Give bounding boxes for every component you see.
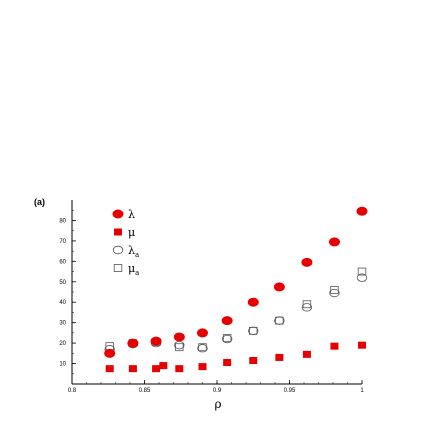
data-point [222, 334, 232, 342]
legend-subscript: a [135, 269, 139, 277]
legend-label: λ [128, 208, 135, 221]
data-point [248, 326, 259, 336]
legend-label: λa [128, 244, 139, 259]
x-tick-label: 0.8 [68, 388, 77, 394]
data-point [249, 356, 258, 364]
y-tick-label: 40 [59, 300, 66, 306]
data-point [198, 363, 207, 371]
panel-label: (a) [34, 197, 45, 207]
axes [71, 200, 362, 385]
data-point [301, 257, 313, 267]
y-tick-label: 80 [59, 218, 66, 224]
legend-label: μa [128, 262, 139, 277]
y-tick-label: 20 [59, 341, 66, 347]
legend-subscript: a [135, 251, 139, 259]
data-point [175, 343, 184, 352]
legend-marker [112, 209, 124, 219]
y-tick-label: 60 [59, 259, 66, 265]
data-point [356, 273, 368, 282]
data-point [128, 365, 137, 373]
data-point [358, 341, 366, 349]
data-point [175, 365, 184, 373]
y-tick-label: 70 [59, 239, 66, 245]
data-point [301, 303, 313, 312]
legend: λμ λa μa [112, 208, 139, 277]
legend-marker [114, 228, 122, 236]
data-point [197, 344, 208, 353]
series-3 [105, 267, 367, 352]
data-point [329, 288, 340, 298]
series-2 [104, 273, 368, 354]
data-point [247, 297, 259, 307]
data-point [356, 206, 368, 216]
data-point [302, 300, 312, 309]
data-point [223, 359, 232, 367]
data-point [330, 286, 339, 294]
data-point [198, 343, 207, 352]
y-tick-label: 10 [59, 362, 66, 368]
data-point [173, 332, 185, 342]
data-point [104, 348, 116, 358]
data-point [357, 267, 367, 276]
data-point [275, 353, 284, 361]
data-point [275, 316, 284, 325]
data-point [197, 328, 208, 338]
data-point [274, 316, 285, 325]
legend-marker [112, 245, 124, 255]
axis-ticks: 0.8 0.85 0.9 0.95 1 10 20 30 40 50 60 70 80 [59, 209, 364, 394]
x-tick-label: 0.95 [284, 388, 296, 394]
legend-marker [113, 264, 123, 272]
data-point [328, 237, 340, 247]
data-point [152, 365, 161, 373]
x-tick-label: 0.9 [213, 388, 222, 394]
data-point [221, 316, 233, 326]
data-point [127, 338, 139, 348]
y-tick-label: 30 [59, 321, 66, 327]
x-tick-label: 0.85 [139, 388, 151, 394]
data-marks [104, 206, 368, 373]
data-point [249, 326, 258, 335]
data-point [273, 282, 285, 292]
data-point [105, 365, 114, 373]
series-0 [104, 206, 368, 358]
data-point [302, 350, 311, 358]
x-axis-label: ρ [214, 397, 221, 411]
data-point [174, 340, 185, 350]
x-tick-label: 1 [360, 388, 364, 394]
series-1 [105, 341, 366, 373]
data-point [221, 334, 233, 344]
data-point [159, 362, 168, 370]
data-point [150, 336, 162, 346]
y-tick-label: 50 [59, 280, 66, 286]
data-point [330, 342, 339, 350]
legend-label: μ [128, 226, 135, 239]
